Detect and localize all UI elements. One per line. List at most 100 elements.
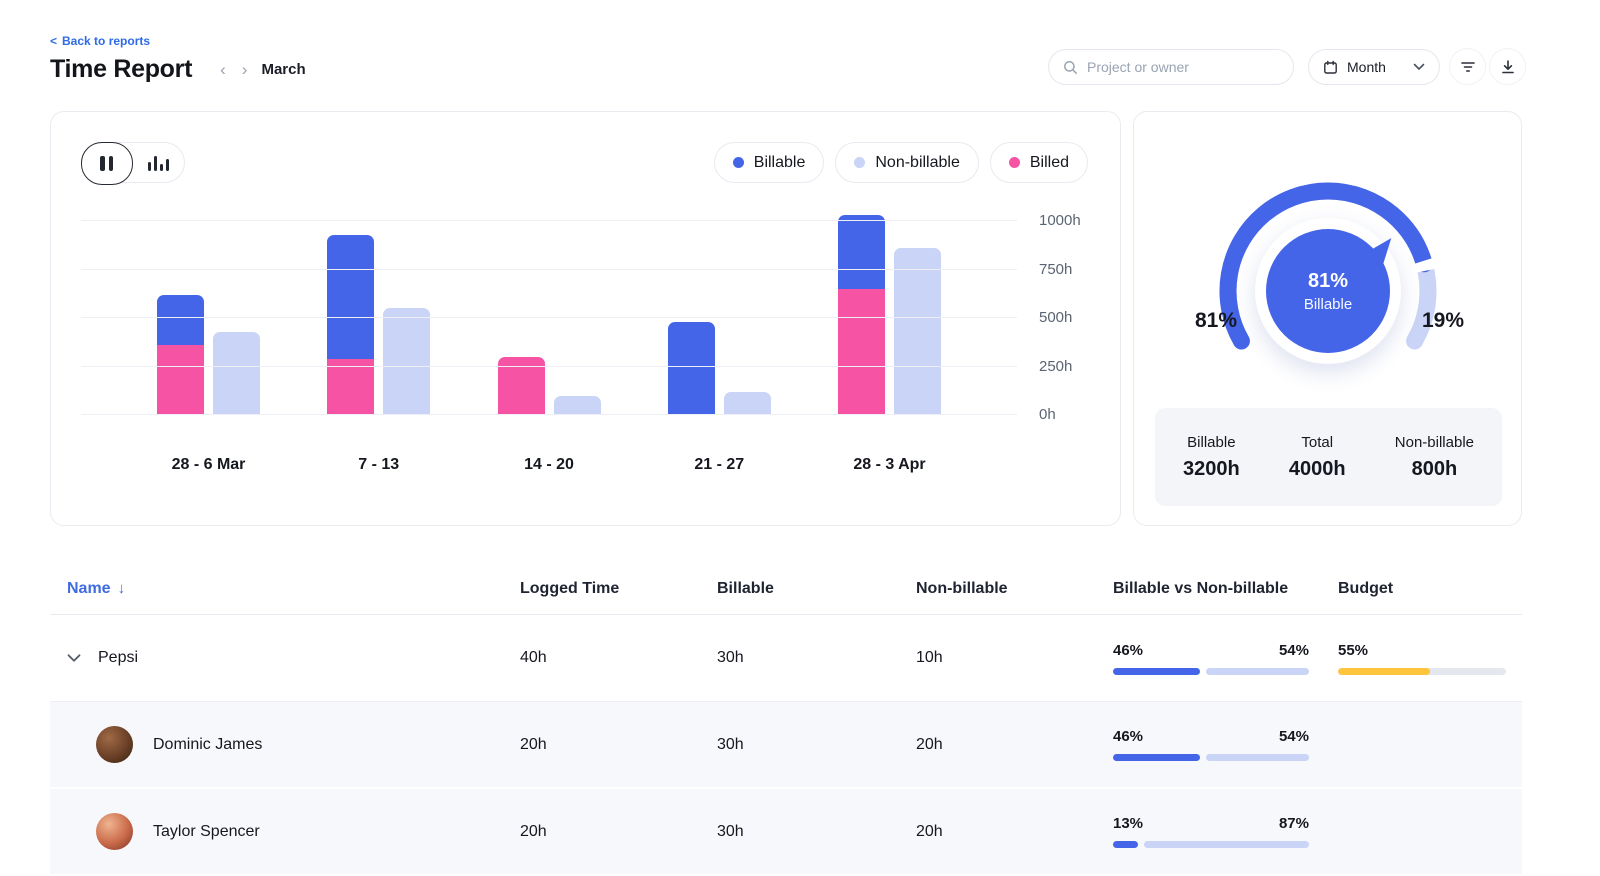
bvn-bars [1113,841,1309,848]
filter-button[interactable] [1449,48,1486,85]
stat-non-billable-label: Non-billable [1394,433,1474,451]
gridline [81,268,1017,270]
billable-bar-segment [157,294,204,346]
non-billable-column-header[interactable]: Non-billable [916,579,1008,597]
billable-vs-cell: 46% 54% [1113,642,1338,675]
stat-billable: Billable 3200h [1183,434,1240,481]
logged-stacked-bar[interactable] [838,215,885,415]
time-chart-card: Billable Non-billable Billed 1000h 750h 500h… [50,111,1121,526]
search-box[interactable] [1048,49,1294,85]
search-input[interactable] [1087,59,1279,75]
non-billable-bar[interactable] [894,248,941,415]
non-billable-progress-bar [1206,754,1309,761]
logged-stacked-bar[interactable] [327,234,375,415]
billed-bar-segment [157,345,204,415]
legend-label: Billed [1029,153,1069,171]
table-row-dominic-james[interactable]: Dominic James 20h 30h 20h 46% 54% [50,702,1522,789]
month-dropdown[interactable]: Month [1308,49,1440,85]
billable-cell: 30h [717,735,744,753]
billed-bar-segment [497,356,545,415]
grouped-bars-icon [147,156,169,171]
gauge-center-value: 81% [1307,269,1349,292]
logged-stacked-bar[interactable] [667,321,715,415]
bvn-labels: 46% 54% [1113,642,1309,659]
chevron-down-icon [1413,63,1425,71]
non-billable-bar[interactable] [723,391,771,415]
previous-period-button[interactable]: ‹ [220,60,226,79]
logged-time-cell: 20h [520,822,547,840]
title-row: Time Report ‹ › March [50,55,306,84]
chart-legend: Billable Non-billable Billed [713,142,1088,183]
filter-icon [1460,59,1476,75]
table-body: Pepsi 40h 30h 10h 46% 54% 55% Dominic James 20h 3… [50,615,1522,876]
name-cell: Dominic James [50,726,520,763]
back-chevron-icon: < [50,34,58,48]
bvn-bars [1113,754,1309,761]
stacked-view-button[interactable] [81,142,133,185]
billable-pct-label: 46% [1113,641,1144,659]
next-period-button[interactable]: › [241,60,248,79]
grouped-view-button[interactable] [133,143,184,184]
x-axis-label: 28 - 3 Apr [853,456,926,473]
budget-box: 55% [1338,642,1506,675]
x-axis-labels: 28 - 6 Mar 7 - 13 14 - 20 21 - 27 28 - 3 Apr [81,456,1017,474]
search-icon [1063,60,1078,75]
billed-bar-segment [838,288,885,415]
non-billable-pct-label: 87% [1278,815,1309,832]
y-axis-tick: 250h [1039,357,1073,375]
non-billable-cell: 10h [916,649,943,666]
billable-pct-label: 46% [1113,728,1144,745]
non-billable-bar[interactable] [383,308,431,415]
billable-column-header[interactable]: Billable [717,579,774,597]
month-dropdown-label: Month [1347,59,1386,75]
gridline [81,220,1017,221]
x-axis-label: 14 - 20 [524,456,574,473]
billable-vs-column-header[interactable]: Billable vs Non-billable [1113,579,1289,597]
billable-bar-segment [327,234,375,359]
billable-legend-dot [732,157,744,168]
table-row-pepsi[interactable]: Pepsi 40h 30h 10h 46% 54% 55% [50,615,1522,702]
stat-non-billable-value: 800h [1411,457,1458,480]
row-expand-chevron[interactable] [60,644,88,672]
back-to-reports-link[interactable]: < Back to reports [50,34,150,48]
logged-time-cell: 20h [520,735,547,753]
x-axis-label: 21 - 27 [694,456,745,473]
billable-gauge-card: 81% Billable 81% 19% Billable 3200h Tota… [1133,111,1522,526]
name-column-header[interactable]: Name ↓ [50,580,520,598]
budget-column-header[interactable]: Budget [1338,579,1394,597]
report-table: Name ↓ Logged Time Billable Non-billable… [50,563,1522,876]
billable-vs-cell: 46% 54% [1113,728,1338,761]
avatar [96,726,133,763]
bar-group [327,234,431,415]
bvn-bars [1113,667,1309,675]
y-axis-tick: 1000h [1039,212,1081,229]
non-billable-legend-dot [854,157,866,168]
logged-time-column-header[interactable]: Logged Time [520,579,620,597]
x-axis-label: 28 - 6 Mar [171,456,246,473]
billable-cell: 30h [717,822,744,840]
legend-pill-non-billable[interactable]: Non-billable [835,142,979,183]
gridline [81,365,1017,367]
row-name: Pepsi [98,649,139,666]
row-name: Taylor Spencer [153,822,260,840]
billable-bar-segment [667,321,715,415]
legend-label: Billable [753,153,806,171]
bar-group [497,356,601,415]
non-billable-cell: 20h [916,735,943,753]
y-axis-tick: 0h [1039,406,1056,423]
gridline [81,317,1017,318]
name-cell: Taylor Spencer [50,813,520,850]
billed-bar-segment [327,358,375,415]
non-billable-bar[interactable] [553,395,601,415]
download-button[interactable] [1489,48,1526,85]
logged-stacked-bar[interactable] [497,356,545,415]
billable-pct-label: 13% [1113,815,1144,832]
gauge-stats: Billable 3200h Total 4000h Non-billable … [1155,408,1502,506]
billable-progress-bar [1113,754,1200,761]
legend-pill-billable[interactable]: Billable [713,142,825,183]
non-billable-bar[interactable] [213,331,260,415]
legend-pill-billed[interactable]: Billed [989,142,1088,183]
table-row-taylor-spencer[interactable]: Taylor Spencer 20h 30h 20h 13% 87% [50,789,1522,876]
x-axis-label: 7 - 13 [358,456,400,473]
logged-stacked-bar[interactable] [157,294,204,415]
